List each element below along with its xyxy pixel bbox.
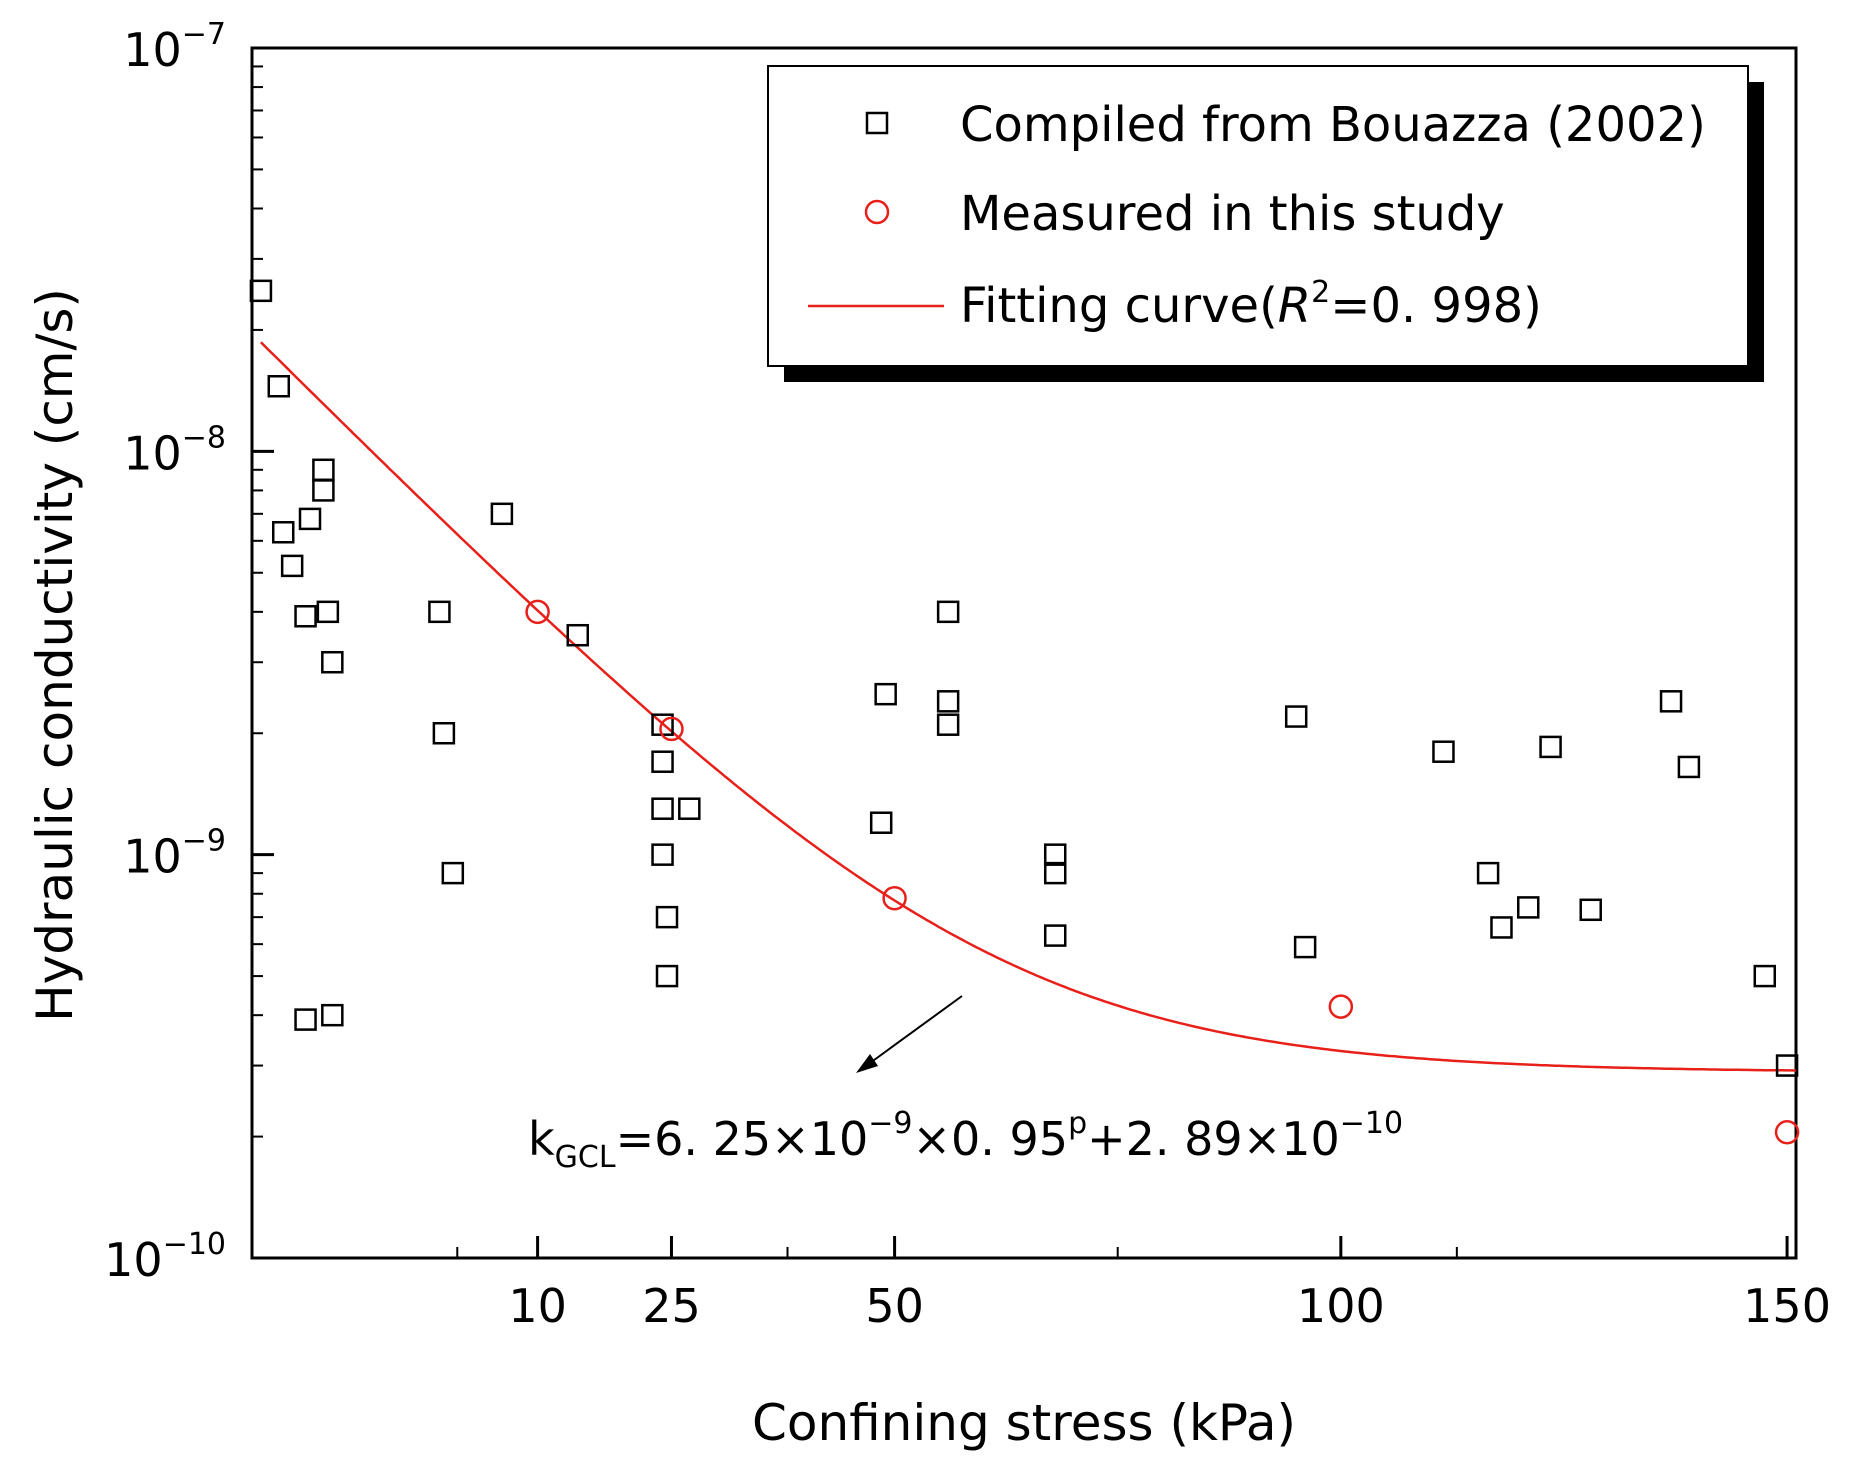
bouazza-point-3 xyxy=(280,554,304,578)
eq-part1: =6. 25×10 xyxy=(616,1112,869,1166)
annotation-arrow xyxy=(856,995,963,1073)
legend-circle-marker xyxy=(864,199,890,225)
legend: Compiled from Bouazza (2002) Measured in… xyxy=(767,65,1764,382)
bouazza-point-42 xyxy=(1753,964,1777,988)
legend-fit-sup: 2 xyxy=(1311,275,1330,310)
bouazza-point-39 xyxy=(1579,898,1602,922)
measured-series xyxy=(525,599,1800,1145)
bouazza-point-31 xyxy=(1043,924,1067,947)
legend-fit-suffix: =0. 998) xyxy=(1330,278,1542,334)
bouazza-point-25 xyxy=(874,682,897,706)
bouazza-point-12 xyxy=(428,600,451,624)
eq-sub: GCL xyxy=(555,1140,616,1175)
legend-box xyxy=(767,65,1749,367)
bouazza-point-40 xyxy=(1659,690,1683,713)
x-tick-label-2: 50 xyxy=(865,1279,924,1333)
legend-label-measured: Measured in this study xyxy=(960,186,1505,242)
bouazza-point-2 xyxy=(271,521,295,544)
bouazza-point-28 xyxy=(936,713,960,736)
fitting-curve xyxy=(260,341,1797,1072)
bouazza-point-37 xyxy=(1517,896,1540,919)
bouazza-point-9 xyxy=(321,650,344,674)
bouazza-point-41 xyxy=(1677,755,1701,779)
bouazza-point-27 xyxy=(936,690,960,713)
eq-part3: +2. 89×10 xyxy=(1087,1112,1340,1166)
x-axis-ticks: 10 25 50 100 150 xyxy=(251,1236,1831,1333)
legend-label-fit: Fitting curve(R2=0. 998) xyxy=(960,275,1542,334)
y-tick-label-0: 10−10 xyxy=(104,1227,226,1287)
y-tick-label-3: 10−7 xyxy=(123,17,226,77)
y-axis-title: Hydraulic conductivity (cm/s) xyxy=(26,288,84,1022)
bouazza-point-35 xyxy=(1476,861,1500,885)
x-tick-label-1: 25 xyxy=(642,1279,701,1333)
bouazza-point-15 xyxy=(490,502,514,526)
eq-sup1: −9 xyxy=(868,1106,912,1141)
bouazza-point-34 xyxy=(1432,740,1455,763)
bouazza-point-5 xyxy=(298,507,322,531)
bouazza-point-20 xyxy=(651,843,674,866)
bouazza-point-10 xyxy=(294,1008,317,1031)
legend-label-bouazza: Compiled from Bouazza (2002) xyxy=(960,97,1706,153)
y-tick-label-2: 10−8 xyxy=(123,420,226,480)
measured-point-3 xyxy=(1328,994,1354,1019)
measured-point-0 xyxy=(525,599,550,625)
bouazza-point-6 xyxy=(312,458,335,482)
eq-k: k xyxy=(528,1112,555,1166)
x-tick-label-3: 100 xyxy=(1297,1279,1385,1333)
bouazza-point-14 xyxy=(441,861,465,885)
bouazza-point-32 xyxy=(1284,705,1308,728)
measured-point-4 xyxy=(1774,1120,1800,1145)
bouazza-point-19 xyxy=(651,797,674,820)
bouazza-point-36 xyxy=(1490,916,1513,939)
bouazza-point-21 xyxy=(655,905,679,929)
bouazza-point-33 xyxy=(1293,935,1317,959)
x-tick-label-0: 10 xyxy=(508,1279,567,1333)
bouazza-point-23 xyxy=(678,797,701,820)
eq-sup2: p xyxy=(1068,1106,1087,1141)
y-axis-ticks: 10−10 10−9 10−8 10−7 xyxy=(104,17,274,1287)
legend-square-marker xyxy=(865,111,889,135)
bouazza-point-8 xyxy=(316,600,340,624)
bouazza-point-43 xyxy=(1775,1054,1799,1077)
bouazza-series xyxy=(249,279,1799,1077)
bouazza-point-18 xyxy=(651,750,674,773)
fit-equation: kGCL=6. 25×10−9×0. 95p+2. 89×10−10 xyxy=(528,1106,1403,1175)
bouazza-point-13 xyxy=(432,722,456,745)
legend-fit-var: R xyxy=(1278,278,1311,334)
bouazza-point-26 xyxy=(936,600,960,624)
bouazza-point-11 xyxy=(321,1003,344,1027)
eq-part2: ×0. 95 xyxy=(912,1112,1068,1166)
bouazza-point-7 xyxy=(312,479,335,502)
y-tick-label-1: 10−9 xyxy=(123,824,226,884)
bouazza-point-0 xyxy=(249,279,273,303)
bouazza-point-38 xyxy=(1539,735,1562,759)
bouazza-point-30 xyxy=(1043,861,1067,885)
eq-sup3: −10 xyxy=(1340,1106,1403,1141)
bouazza-point-22 xyxy=(655,964,679,988)
measured-point-2 xyxy=(882,885,907,911)
x-tick-label-4: 150 xyxy=(1743,1279,1831,1333)
plot-frame xyxy=(250,46,1798,1260)
legend-fit-prefix: Fitting curve( xyxy=(960,278,1278,334)
measured-point-1 xyxy=(659,716,684,742)
bouazza-point-29 xyxy=(1043,843,1067,866)
bouazza-point-24 xyxy=(869,811,893,834)
bouazza-point-4 xyxy=(294,605,317,628)
x-axis-title: Confining stress (kPa) xyxy=(752,1394,1296,1452)
bouazza-point-16 xyxy=(566,623,590,647)
bouazza-point-1 xyxy=(267,374,291,398)
